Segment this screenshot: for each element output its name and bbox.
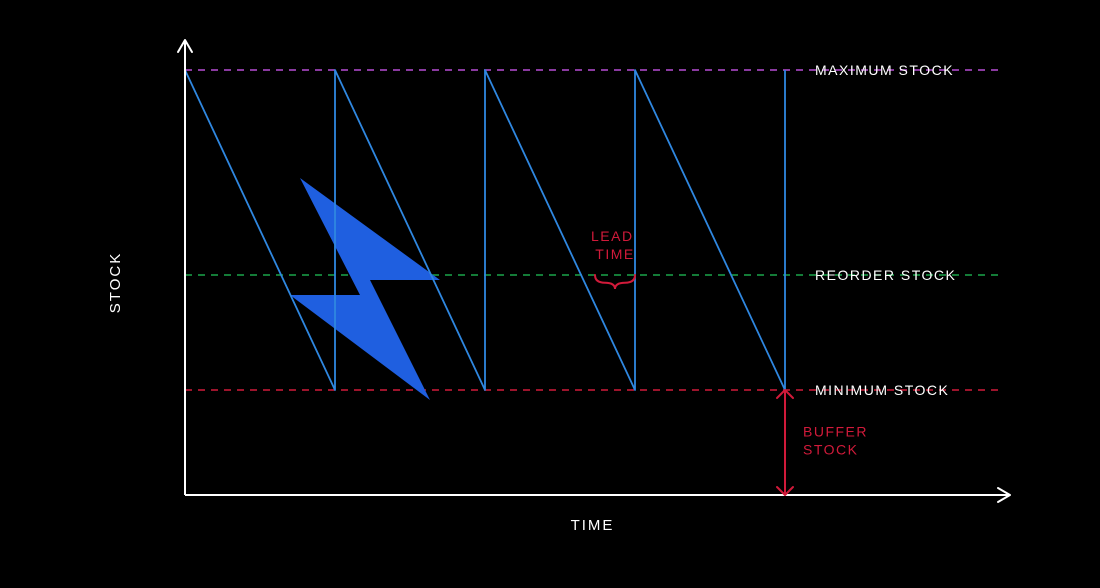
y-axis-label: STOCK	[107, 252, 124, 313]
reorder-stock-label: REORDER STOCK	[815, 267, 956, 283]
stock-trace	[185, 70, 785, 390]
lead-time-brace	[595, 275, 635, 289]
maximum-stock-label: MAXIMUM STOCK	[815, 62, 954, 78]
x-axis-label: TIME	[571, 517, 615, 534]
buffer-stock-arrow	[777, 390, 793, 495]
lightning-icon	[290, 178, 440, 400]
lead-time-label: LEAD TIME	[591, 228, 639, 262]
minimum-stock-label: MINIMUM STOCK	[815, 382, 949, 398]
buffer-stock-label: BUFFER STOCK	[803, 424, 873, 458]
inventory-diagram: STOCK TIME MAXIMUM STOCK REORDER STOCK M…	[0, 0, 1100, 588]
